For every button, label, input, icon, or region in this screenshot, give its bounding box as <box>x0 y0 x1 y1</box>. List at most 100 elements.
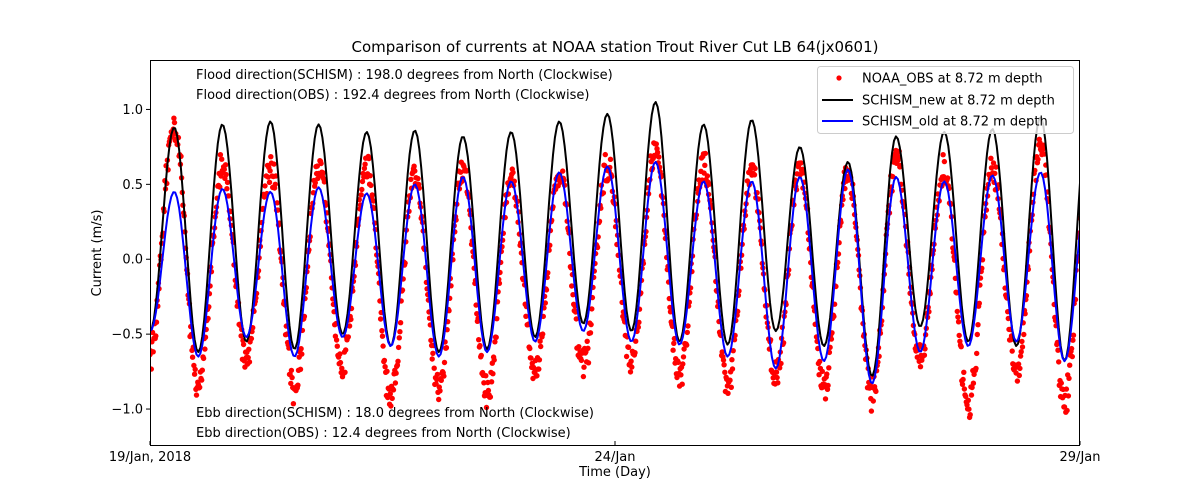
obs-point <box>1019 338 1025 345</box>
obs-point <box>488 379 495 385</box>
obs-point <box>314 163 320 169</box>
obs-point <box>361 165 368 172</box>
obs-point <box>415 175 421 182</box>
obs-point <box>191 371 198 377</box>
obs-point <box>681 346 687 352</box>
obs-point <box>1070 332 1077 338</box>
x-axis-label: Time (Day) <box>578 465 651 480</box>
obs-point <box>921 352 928 358</box>
obs-point <box>493 334 499 340</box>
obs-point <box>312 180 318 186</box>
obs-point <box>490 371 496 377</box>
obs-point <box>197 384 203 390</box>
obs-point <box>607 156 614 162</box>
obs-point <box>588 321 594 328</box>
obs-point <box>679 381 685 387</box>
obs-point <box>395 358 401 364</box>
obs-point <box>769 369 776 376</box>
obs-point <box>721 362 727 368</box>
obs-point <box>441 359 448 366</box>
series-schism-old-line <box>150 160 1080 385</box>
obs-point <box>223 171 229 178</box>
obs-point <box>528 355 534 361</box>
obs-point <box>272 181 278 187</box>
obs-point <box>527 345 533 352</box>
y-tick-label: 0.5 <box>122 178 143 193</box>
obs-point <box>570 292 576 298</box>
obs-point <box>1017 353 1024 359</box>
obs-point <box>625 344 632 350</box>
obs-point <box>537 338 543 344</box>
obs-point <box>1021 331 1027 338</box>
obs-point <box>266 179 273 185</box>
obs-point <box>171 115 177 121</box>
obs-point <box>536 366 542 372</box>
obs-point <box>368 182 374 189</box>
obs-point <box>359 186 365 193</box>
obs-point <box>491 357 497 363</box>
obs-point <box>288 380 294 387</box>
obs-point <box>390 387 397 393</box>
legend-label-schism-new: SCHISM_new at 8.72 m depth <box>862 94 1055 109</box>
obs-point <box>381 357 388 364</box>
obs-point <box>1035 156 1041 163</box>
obs-point <box>895 154 902 160</box>
obs-point <box>380 343 386 349</box>
obs-point <box>629 364 635 370</box>
obs-point <box>274 200 280 206</box>
x-tick-label: 19/Jan, 2018 <box>109 450 191 465</box>
obs-point <box>200 355 207 362</box>
obs-point <box>339 365 345 371</box>
chart-title: Comparison of currents at NOAA station T… <box>351 38 878 56</box>
obs-point <box>966 406 972 412</box>
obs-point <box>720 357 727 363</box>
obs-point <box>589 306 595 312</box>
obs-point <box>1066 375 1072 381</box>
obs-point <box>826 365 832 371</box>
obs-point <box>246 346 252 352</box>
obs-point <box>1014 378 1021 384</box>
obs-point <box>271 161 277 167</box>
obs-point <box>202 346 208 352</box>
series-schism-new-line <box>150 101 1080 377</box>
obs-point <box>224 186 230 192</box>
obs-point <box>777 365 783 371</box>
obs-point <box>752 165 758 172</box>
obs-point <box>224 179 231 186</box>
obs-point <box>969 384 975 391</box>
obs-point <box>485 387 492 394</box>
obs-point <box>635 324 641 330</box>
obs-point <box>868 408 875 414</box>
obs-point <box>1063 386 1070 392</box>
obs-point <box>429 356 435 362</box>
obs-point <box>318 160 324 167</box>
obs-point <box>956 332 962 339</box>
annotation-ebb-schism: Ebb direction(SCHISM) : 18.0 degrees fro… <box>196 406 594 421</box>
obs-point <box>706 181 712 187</box>
obs-point <box>345 334 351 340</box>
obs-point <box>1064 407 1070 414</box>
obs-point <box>722 369 728 375</box>
obs-point <box>680 354 687 360</box>
obs-point <box>702 162 708 168</box>
y-tick-label: −1.0 <box>111 403 143 418</box>
legend-label-obs: NOAA_OBS at 8.72 m depth <box>862 72 1043 87</box>
obs-point <box>238 333 244 339</box>
obs-point <box>963 393 969 400</box>
obs-point <box>359 178 366 185</box>
obs-point <box>1017 365 1023 372</box>
obs-point <box>377 316 384 322</box>
obs-point <box>1018 349 1024 355</box>
obs-point <box>974 350 980 357</box>
obs-point <box>1058 380 1065 386</box>
obs-point <box>968 392 975 398</box>
obs-point <box>346 323 353 329</box>
obs-point <box>411 163 417 169</box>
obs-point <box>199 377 205 383</box>
obs-point <box>670 347 676 353</box>
obs-point <box>540 331 546 337</box>
obs-point <box>824 371 830 377</box>
obs-point <box>680 361 686 367</box>
obs-point <box>1055 347 1061 353</box>
